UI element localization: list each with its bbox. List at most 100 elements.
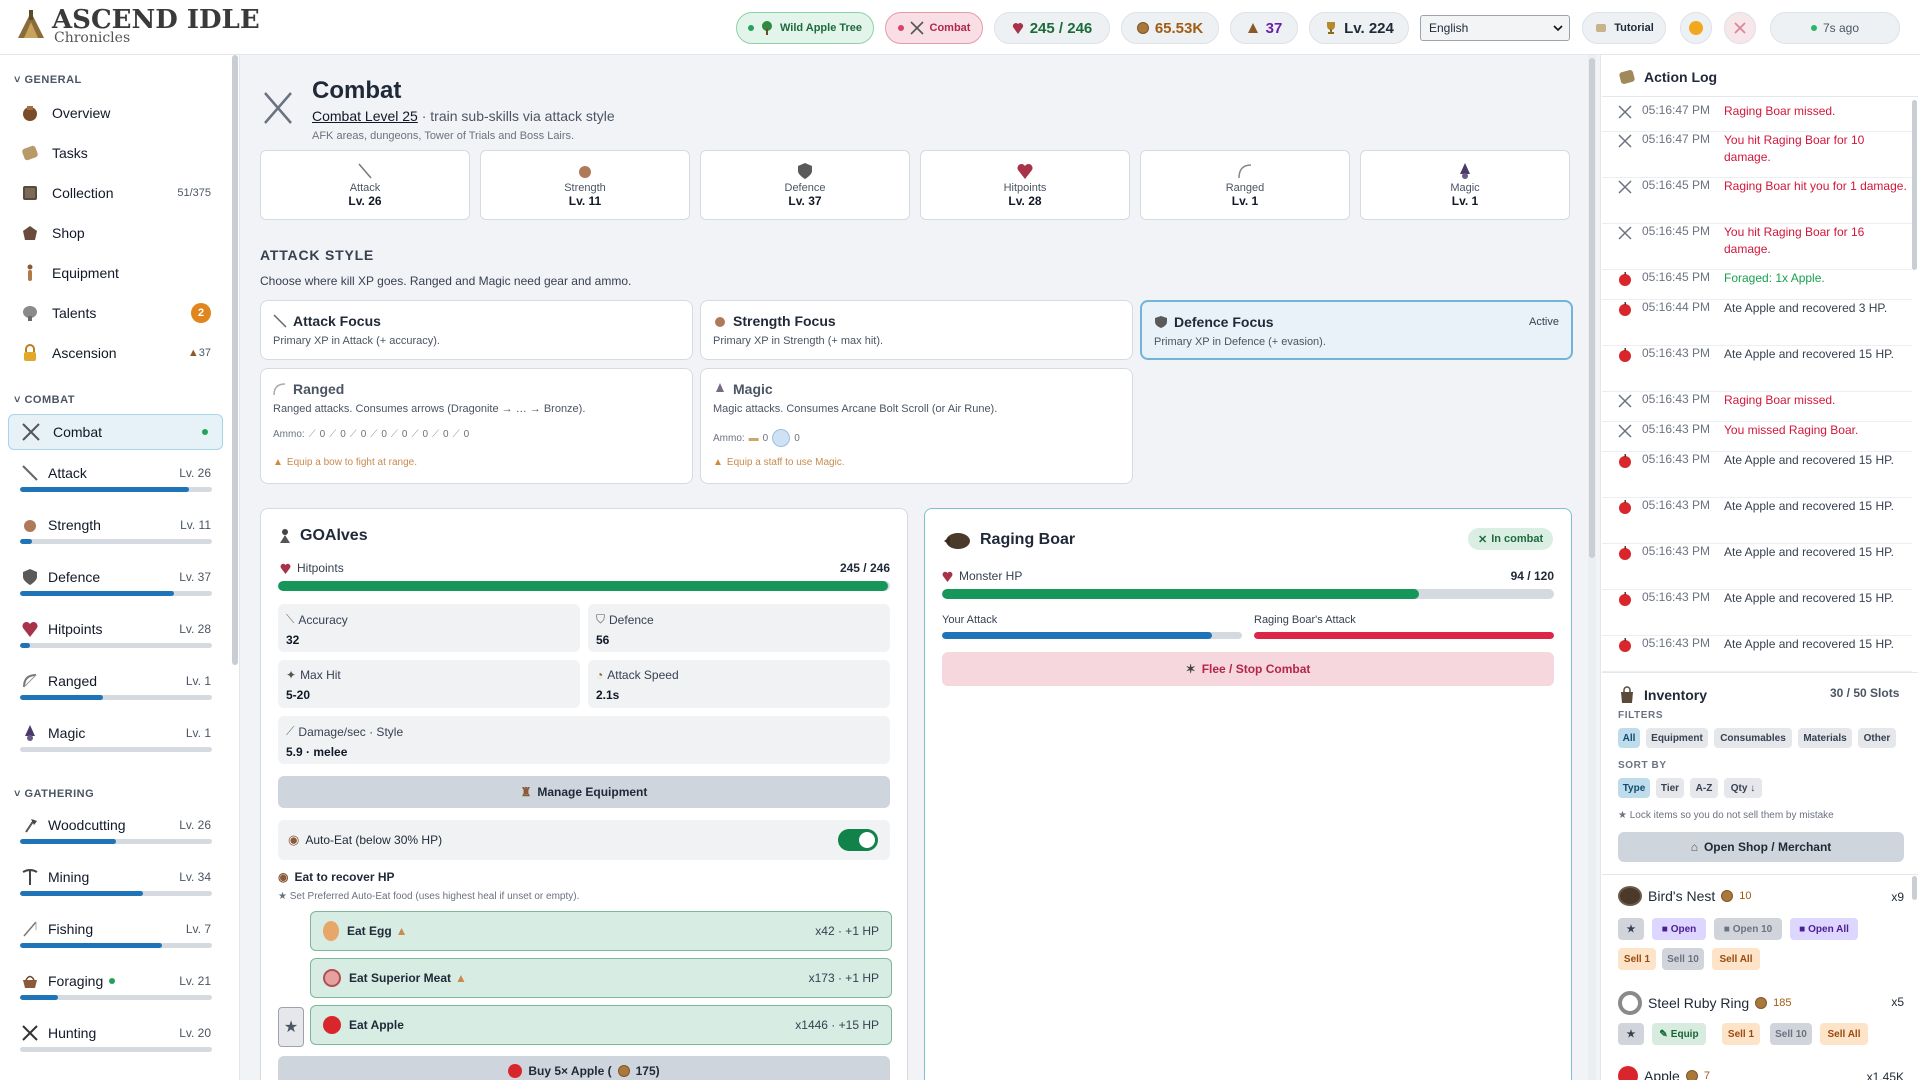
apple-icon — [1618, 1066, 1638, 1080]
log-time: 05:16:43 PM — [1642, 422, 1711, 436]
sidebar-item-overview[interactable]: Overview — [8, 95, 223, 131]
tutorial-button[interactable]: Tutorial — [1582, 12, 1666, 44]
filter-other[interactable]: Other — [1858, 728, 1896, 748]
auto-eat-toggle[interactable] — [838, 829, 878, 851]
open-10-button[interactable]: ■ Open 10 — [1714, 918, 1782, 940]
activity-pill[interactable]: Combat — [885, 12, 983, 44]
sort-qty[interactable]: Qty ↓ — [1724, 778, 1762, 798]
eat-superior-meat-button[interactable]: Eat Superior Meat ▲ x173 · +1 HP — [310, 958, 892, 998]
skill-tile-ranged[interactable]: Ranged Lv. 1 — [1140, 150, 1350, 220]
sound-toggle-button[interactable] — [1724, 12, 1756, 44]
inventory-item-apple[interactable]: Apple 7 — [1618, 1066, 1710, 1080]
sidebar-skill-ranged[interactable]: Ranged Lv. 1 — [8, 667, 223, 717]
sidebar-scrollbar[interactable] — [232, 55, 238, 665]
sell-1-button[interactable]: Sell 1 — [1618, 948, 1656, 970]
skill-tile-attack[interactable]: Attack Lv. 26 — [260, 150, 470, 220]
sidebar-section-combat[interactable]: ˅ COMBAT — [14, 394, 75, 406]
open-button[interactable]: ■ Open — [1652, 918, 1706, 940]
open-all-button[interactable]: ■ Open All — [1790, 918, 1858, 940]
language-select[interactable]: English — [1420, 15, 1570, 41]
sidebar-skill-defence[interactable]: Defence Lv. 37 — [8, 563, 223, 613]
sidebar-section-gathering[interactable]: ˅ GATHERING — [14, 788, 95, 800]
ascension-pill[interactable]: 37 — [1230, 12, 1298, 44]
sort-tier[interactable]: Tier — [1656, 778, 1684, 798]
theme-toggle-button[interactable] — [1680, 12, 1712, 44]
lock-star-button[interactable]: ★ — [1618, 918, 1644, 940]
sort-az[interactable]: A-Z — [1690, 778, 1718, 798]
sidebar-skill-attack[interactable]: Attack Lv. 26 — [8, 459, 223, 509]
nest-icon — [1618, 886, 1642, 906]
filter-equipment[interactable]: Equipment — [1646, 728, 1708, 748]
style-card-magic[interactable]: Magic Magic attacks. Consumes Arcane Bol… — [700, 368, 1133, 484]
tutorial-label: Tutorial — [1614, 22, 1654, 34]
log-text: Raging Boar missed. — [1724, 104, 1836, 118]
style-card-ranged[interactable]: Ranged Ranged attacks. Consumes arrows (… — [260, 368, 693, 484]
eat-egg-button[interactable]: Eat Egg ▲ x42 · +1 HP — [310, 911, 892, 951]
app-logo[interactable]: ASCEND IDLE Chronicles — [14, 7, 260, 45]
sell-all-button[interactable]: Sell All — [1820, 1023, 1868, 1045]
sell-10-button[interactable]: Sell 10 — [1770, 1023, 1812, 1045]
gold-pill[interactable]: 65.53K — [1121, 12, 1219, 44]
tile-name: Hitpoints — [1003, 182, 1047, 194]
status-dot — [897, 25, 904, 31]
sidebar-item-combat[interactable]: Combat — [8, 414, 223, 450]
sword-icon — [358, 163, 372, 179]
sidebar-skill-hitpoints[interactable]: Hitpoints Lv. 28 — [8, 615, 223, 665]
equip-button[interactable]: ✎ Equip — [1652, 1023, 1706, 1045]
sidebar-item-shop[interactable]: Shop — [8, 215, 223, 251]
sidebar-skill-strength[interactable]: Strength Lv. 11 — [8, 511, 223, 561]
sidebar-item-ascension[interactable]: Ascension ▲37 — [8, 335, 223, 371]
filter-materials[interactable]: Materials — [1798, 728, 1852, 748]
buy-apple-button[interactable]: Buy 5× Apple (175) — [278, 1056, 890, 1080]
style-card-defence[interactable]: Defence Focus Active Primary XP in Defen… — [1140, 300, 1573, 360]
sort-type[interactable]: Type — [1618, 778, 1650, 798]
skill-level: Lv. 7 — [185, 922, 211, 936]
main-scrollbar-thumb[interactable] — [1589, 58, 1595, 558]
inventory-item-steel-ruby-ring[interactable]: Steel Ruby Ring 185 — [1618, 991, 1792, 1015]
inventory-item-birds-nest[interactable]: Bird's Nest 10 — [1618, 886, 1752, 906]
skill-level: Lv. 21 — [179, 974, 211, 988]
sell-all-button[interactable]: Sell All — [1712, 948, 1760, 970]
flee-button[interactable]: ✶ Flee / Stop Combat — [942, 652, 1554, 686]
skill-tile-strength[interactable]: Strength Lv. 11 — [480, 150, 690, 220]
apple-icon — [1618, 500, 1636, 543]
sidebar-section-general[interactable]: ˅ GENERAL — [14, 74, 82, 86]
total-level-pill[interactable]: Lv. 224 — [1309, 12, 1409, 44]
sell-1-button[interactable]: Sell 1 — [1722, 1023, 1760, 1045]
sidebar-skill-woodcutting[interactable]: Woodcutting Lv. 26 — [8, 811, 223, 861]
skill-tile-defence[interactable]: Defence Lv. 37 — [700, 150, 910, 220]
sidebar-item-tasks[interactable]: Tasks — [8, 135, 223, 171]
skill-tile-hitpoints[interactable]: Hitpoints Lv. 28 — [920, 150, 1130, 220]
hp-pill[interactable]: 245 / 246 — [994, 12, 1110, 44]
swords-icon — [264, 92, 292, 124]
eat-apple-button[interactable]: Eat Apple x1446 · +15 HP — [310, 1005, 892, 1045]
style-card-attack[interactable]: Attack Focus Primary XP in Attack (+ acc… — [260, 300, 693, 360]
filter-consumables[interactable]: Consumables — [1714, 728, 1792, 748]
sidebar-skill-mining[interactable]: Mining Lv. 34 — [8, 863, 223, 913]
manage-equipment-button[interactable]: ♜ Manage Equipment — [278, 776, 890, 808]
sidebar-skill-fishing[interactable]: Fishing Lv. 7 — [8, 915, 223, 965]
action-log-scrollbar[interactable] — [1912, 100, 1917, 270]
style-card-strength[interactable]: Strength Focus Primary XP in Strength (+… — [700, 300, 1133, 360]
sell-10-button[interactable]: Sell 10 — [1662, 948, 1704, 970]
skill-tile-magic[interactable]: Magic Lv. 1 — [1360, 150, 1570, 220]
open-shop-button[interactable]: ⌂ Open Shop / Merchant — [1618, 832, 1904, 862]
save-status-pill[interactable]: 7s ago — [1770, 12, 1900, 44]
attack-style-heading: ATTACK STYLE — [260, 247, 375, 263]
filter-all[interactable]: All — [1618, 728, 1640, 748]
inventory-scrollbar[interactable] — [1912, 876, 1917, 900]
location-pill[interactable]: Wild Apple Tree — [736, 12, 874, 44]
sidebar-skill-foraging[interactable]: Foraging Lv. 21 — [8, 967, 223, 1017]
sidebar-item-talents[interactable]: Talents 2 — [8, 295, 223, 331]
sidebar-item-collection[interactable]: Collection 51/375 — [8, 175, 223, 211]
lock-star-button[interactable]: ★ — [1618, 1023, 1644, 1045]
skill-progress-bar — [20, 487, 212, 492]
skill-progress-bar — [20, 891, 212, 896]
preferred-star-button[interactable]: ★ — [278, 1007, 304, 1047]
main-scrollbar-track[interactable] — [1588, 55, 1596, 1080]
sidebar-skill-hunting[interactable]: Hunting Lv. 20 — [8, 1019, 223, 1069]
sidebar-skill-magic[interactable]: Magic Lv. 1 — [8, 719, 223, 769]
monster-hp-bar — [942, 589, 1554, 599]
meat-icon — [323, 969, 341, 987]
sidebar-item-equipment[interactable]: Equipment — [8, 255, 223, 291]
